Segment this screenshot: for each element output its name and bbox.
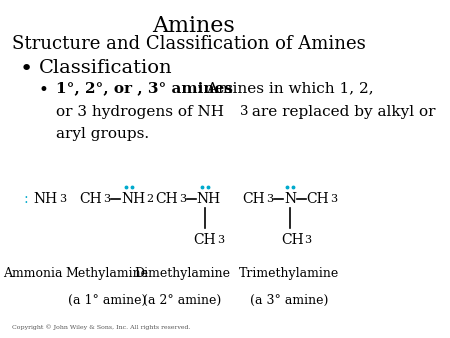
Text: CH: CH [155,192,178,207]
Text: 3: 3 [330,194,338,204]
Text: 3: 3 [179,194,186,204]
Text: 3: 3 [266,194,274,204]
Text: NH: NH [33,192,57,207]
Text: Ammonia: Ammonia [3,267,63,280]
Text: Methylamine: Methylamine [65,267,148,280]
Text: N: N [284,192,296,207]
Text: CH: CH [194,233,216,247]
Text: (a 1° amine): (a 1° amine) [68,294,146,307]
Text: 2: 2 [146,194,153,204]
Text: 3: 3 [59,194,67,204]
Text: are replaced by alkyl or: are replaced by alkyl or [248,105,436,119]
Text: CH: CH [80,192,102,207]
Text: or 3 hydrogens of NH: or 3 hydrogens of NH [56,105,224,119]
Text: Classification: Classification [39,59,172,77]
Text: (a 2° amine): (a 2° amine) [143,294,221,307]
Text: 3: 3 [240,105,249,118]
Text: aryl groups.: aryl groups. [56,127,149,141]
Text: Dimethylamine: Dimethylamine [134,267,230,280]
Text: (a 3° amine): (a 3° amine) [250,294,328,307]
Text: 1°, 2°, or , 3° amines: 1°, 2°, or , 3° amines [56,81,233,95]
Text: Amines: Amines [153,15,235,37]
Text: :: : [23,192,28,207]
Text: Copyright © John Wiley & Sons, Inc. All rights reserved.: Copyright © John Wiley & Sons, Inc. All … [12,324,190,330]
Text: Structure and Classification of Amines: Structure and Classification of Amines [12,35,365,53]
Text: NH: NH [121,192,145,207]
Text: 3: 3 [304,235,311,245]
Text: CH: CH [243,192,265,207]
Text: 3: 3 [217,235,224,245]
Text: •: • [19,59,33,79]
Text: NH: NH [197,192,221,207]
Text: CH: CH [306,192,329,207]
Text: 3: 3 [104,194,111,204]
Text: : Amines in which 1, 2,: : Amines in which 1, 2, [197,81,373,95]
Text: •: • [39,81,49,99]
Text: CH: CH [281,233,303,247]
Text: Trimethylamine: Trimethylamine [239,267,339,280]
